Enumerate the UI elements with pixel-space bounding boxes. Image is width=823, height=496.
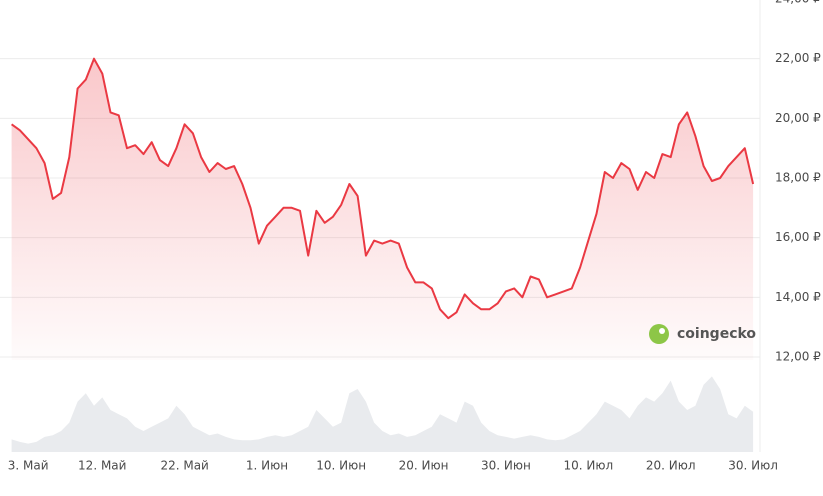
x-tick-label: 20. Июл: [646, 459, 696, 473]
x-tick-label: 12. Май: [78, 459, 126, 473]
x-tick-label: 30. Июн: [481, 459, 531, 473]
y-tick-label: 12,00 ₽: [775, 350, 821, 364]
y-tick-label: 16,00 ₽: [775, 230, 821, 244]
watermark: coingecko: [649, 324, 756, 344]
x-tick-label: 20. Июн: [399, 459, 449, 473]
x-tick-label: 10. Июн: [316, 459, 366, 473]
x-tick-label: 30. Июл: [728, 459, 778, 473]
x-tick-label: 22. Май: [160, 459, 208, 473]
x-tick-label: 3. Май: [8, 459, 49, 473]
volume-area: [11, 376, 754, 452]
watermark-text: coingecko: [677, 326, 756, 342]
watermark-logo-eye: [659, 328, 665, 334]
watermark-logo: [649, 324, 669, 344]
price-line: [11, 57, 755, 320]
x-tick-label: 1. Июн: [246, 459, 288, 473]
y-tick-label: 22,00 ₽: [775, 51, 821, 65]
y-tick-label: 24,00 ₽: [775, 0, 821, 6]
x-tick-label: 10. Июл: [563, 459, 613, 473]
y-tick-label: 20,00 ₽: [775, 111, 821, 125]
price-area: [11, 58, 754, 360]
y-tick-label: 14,00 ₽: [775, 290, 821, 304]
y-tick-label: 18,00 ₽: [775, 171, 821, 185]
